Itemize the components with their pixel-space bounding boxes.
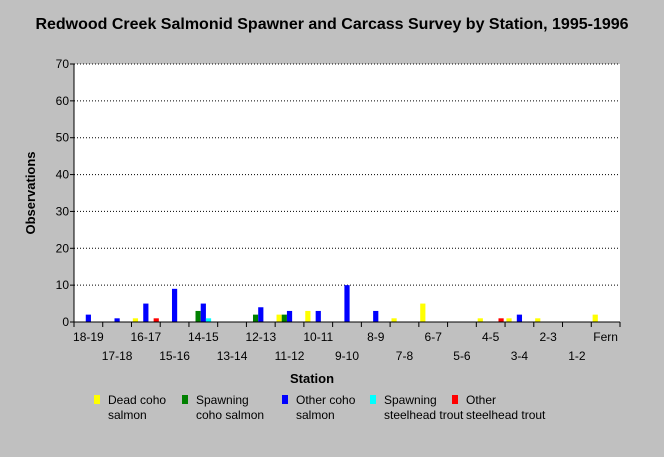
axes: 0 10 20 30 40 50 60 70 18-19 17-18 16-17 15-16 14-15…	[56, 57, 621, 363]
bar	[516, 314, 523, 322]
x-tick-label: 2-3	[539, 330, 557, 344]
legend-swatch	[94, 395, 100, 404]
y-tick-label: 50	[56, 131, 70, 145]
bar	[344, 285, 350, 322]
bar	[592, 314, 598, 322]
bars	[85, 285, 598, 322]
legend-swatch	[182, 395, 188, 404]
bar	[114, 318, 120, 322]
bar	[205, 318, 212, 322]
bar	[132, 318, 139, 322]
x-tick-label: 18-19	[73, 330, 104, 344]
bar	[171, 288, 178, 322]
bar	[506, 318, 512, 322]
y-tick-label: 30	[56, 204, 70, 218]
x-tick-label: 16-17	[130, 330, 161, 344]
bar	[281, 314, 287, 322]
x-tick-label: 7-8	[396, 349, 414, 363]
bar	[252, 314, 259, 322]
x-tick-label: 13-14	[217, 349, 248, 363]
bar	[315, 310, 321, 322]
legend-label: Spawning steelhead trout	[384, 393, 464, 422]
x-tick-label: 14-15	[188, 330, 219, 344]
bar	[143, 303, 149, 322]
legend-label: Other coho salmon	[296, 393, 356, 422]
x-tick-label: 3-4	[511, 349, 529, 363]
bar	[535, 318, 541, 322]
legend-label: Dead coho salmon	[108, 393, 167, 422]
legend-label: Spawning coho salmon	[196, 393, 265, 422]
chart-title: Redwood Creek Salmonid Spawner and Carca…	[0, 14, 664, 35]
bar	[498, 318, 504, 322]
bar	[420, 303, 426, 322]
legend-swatch	[370, 395, 376, 404]
chart-title-text: Redwood Creek Salmonid Spawner and Carca…	[35, 16, 629, 33]
y-tick-label: 60	[56, 94, 70, 108]
bar	[391, 318, 397, 322]
bar	[373, 310, 379, 322]
x-axis-label: Station	[290, 371, 334, 386]
bar	[276, 314, 282, 322]
y-tick-label: 40	[56, 168, 70, 182]
legend-swatch	[452, 395, 458, 404]
x-tick-label: 9-10	[335, 349, 359, 363]
y-tick-label: 70	[56, 57, 70, 71]
y-tick-label: 20	[56, 241, 70, 255]
bar	[258, 307, 264, 322]
x-tick-label: 17-18	[102, 349, 133, 363]
x-tick-label: 5-6	[453, 349, 471, 363]
x-tick-label: 4-5	[482, 330, 500, 344]
x-tick-label: 8-9	[367, 330, 385, 344]
x-tick-label: 12-13	[245, 330, 276, 344]
y-axis-label: Observations	[23, 151, 38, 234]
bar	[153, 318, 159, 322]
bar	[85, 314, 91, 322]
x-tick-label: Fern	[593, 330, 618, 344]
x-tick-label: 1-2	[568, 349, 586, 363]
x-tick-label: 10-11	[303, 330, 333, 344]
legend-swatch	[282, 395, 288, 404]
x-tick-label: 15-16	[159, 349, 190, 363]
bar	[286, 310, 293, 322]
bar	[305, 310, 311, 322]
y-tick-label: 0	[62, 315, 69, 329]
x-tick-label: 11-12	[275, 349, 305, 363]
bar	[477, 318, 483, 322]
x-tick-label: 6-7	[425, 330, 443, 344]
legend-label: Other steelhead trout	[466, 393, 546, 422]
plot-area	[74, 64, 620, 322]
y-tick-label: 10	[56, 278, 70, 292]
bar	[195, 310, 201, 322]
bar	[200, 303, 206, 322]
